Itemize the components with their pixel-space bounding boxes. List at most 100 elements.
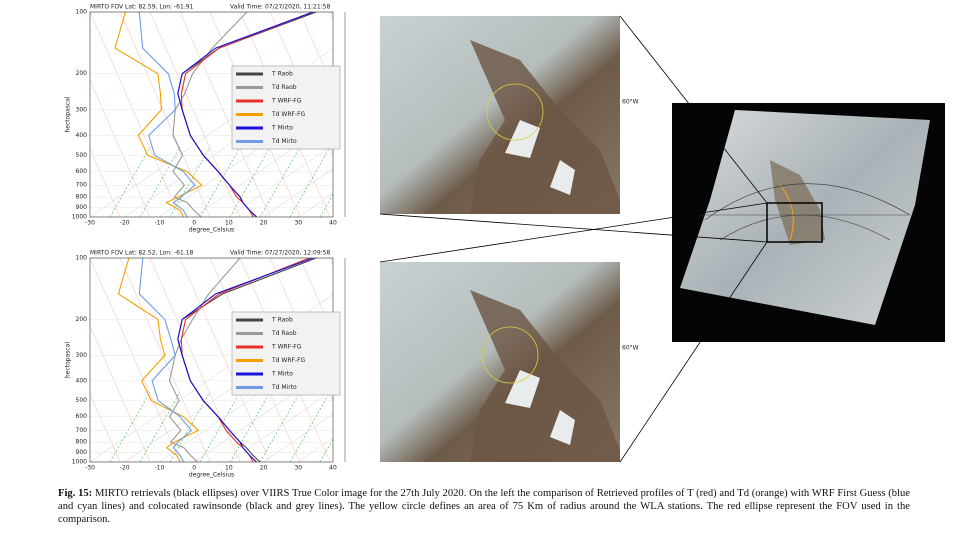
- connector-lines: [379, 15, 768, 463]
- y-tick-label: 100: [76, 255, 88, 262]
- chart-title: MIRTO FOV Lat: 82.52, Lon: -61.18: [90, 250, 194, 257]
- x-tick-label: 20: [260, 220, 268, 227]
- dry-adiabat: [119, 12, 211, 217]
- caption-text: MIRTO retrievals (black ellipses) over V…: [58, 488, 910, 525]
- skewt-plot: -30 -20 -10 0 10 20 30 40 1000 900 800 700 600 500 400…: [0, 250, 346, 479]
- profile-line: [172, 12, 248, 217]
- mixing-ratio: [199, 146, 241, 217]
- y-tick-label: 800: [76, 439, 88, 446]
- dry-adiabat: [299, 12, 333, 88]
- x-axis-label: degree_Celsius: [189, 227, 234, 234]
- y-tick-label: 400: [76, 132, 88, 139]
- profile-line: [177, 12, 314, 217]
- y-tick-label: 400: [76, 377, 88, 384]
- y-axis-label: hectopascal: [65, 96, 72, 132]
- mixing-ratio: [229, 146, 271, 217]
- legend-label: Td Raob: [271, 84, 297, 91]
- profile-line: [117, 258, 200, 462]
- legend-label: T Mirto: [271, 371, 293, 378]
- mixing-ratio: [319, 193, 333, 217]
- dry-adiabat: [90, 258, 181, 462]
- x-tick-label: 10: [225, 220, 233, 227]
- x-tick-label: -20: [120, 465, 130, 472]
- legend-label: T Raob: [271, 71, 293, 78]
- dry-adiabat: [90, 148, 121, 217]
- x-tick-label: 20: [260, 465, 268, 472]
- isotherm: [193, 120, 333, 217]
- legend-label: T Raob: [271, 317, 293, 324]
- dry-adiabat: [299, 258, 333, 334]
- caption-label: Fig. 15:: [58, 488, 93, 499]
- dry-adiabat: [90, 393, 121, 462]
- skewt-plot: -30 -20 -10 0 10 20 30 40 1000 900 800 700 600 500 400…: [0, 4, 346, 234]
- dry-adiabat: [90, 12, 181, 217]
- mixing-ratio: [199, 391, 241, 462]
- legend-label: Td WRF-FG: [271, 357, 306, 364]
- overview-image: [672, 103, 945, 342]
- y-tick-label: 100: [76, 9, 88, 16]
- caption: Fig. 15: MIRTO retrievals (black ellipse…: [58, 487, 910, 526]
- profile-line: [177, 258, 314, 462]
- legend-label: Td WRF-FG: [271, 111, 306, 118]
- y-tick-label: 200: [76, 316, 88, 323]
- x-tick-label: 0: [192, 465, 196, 472]
- dry-adiabat: [0, 12, 30, 217]
- mixing-ratio: [229, 391, 271, 462]
- isotherm: [228, 144, 333, 217]
- dry-adiabat: [90, 325, 151, 462]
- dry-adiabat: [90, 79, 151, 217]
- satellite-image: [380, 262, 620, 462]
- x-tick-label: 30: [294, 220, 302, 227]
- image-label: 60°W: [622, 99, 639, 106]
- mixing-ratio: [139, 146, 181, 217]
- image-label: 60°W: [622, 345, 639, 352]
- y-tick-label: 300: [76, 106, 88, 113]
- y-tick-label: 900: [76, 449, 88, 456]
- x-tick-label: -10: [155, 465, 165, 472]
- x-tick-label: -30: [85, 465, 95, 472]
- y-tick-label: 500: [76, 152, 88, 159]
- isotherm: [193, 365, 333, 462]
- dry-adiabat: [179, 12, 271, 217]
- y-axis-label: hectopascal: [65, 342, 72, 378]
- legend-box: [231, 311, 341, 396]
- figure: 60°W60°W-30 -20 -10 0 10 20 30 4010009008007006…: [0, 4, 945, 479]
- mixing-ratio: [109, 146, 151, 217]
- dry-adiabat: [179, 258, 271, 462]
- mixing-ratio: [289, 391, 331, 462]
- mixing-ratio: [289, 146, 331, 217]
- y-tick-label: 200: [76, 70, 88, 77]
- x-axis-label: degree_Celsius: [189, 472, 234, 479]
- x-tick-label: -30: [85, 220, 95, 227]
- legend-label: T Mirto: [271, 125, 293, 132]
- y-tick-label: 700: [76, 182, 88, 189]
- mixing-ratio: [259, 146, 301, 217]
- x-tick-label: 40: [329, 465, 337, 472]
- profile-line: [138, 258, 193, 462]
- chart-subtitle: Valid Time: 07/27/2020, 11:21:58: [230, 4, 331, 11]
- dry-adiabat: [0, 12, 60, 217]
- y-tick-label: 800: [76, 194, 88, 201]
- legend-box: [231, 65, 341, 150]
- y-tick-label: 600: [76, 168, 88, 175]
- x-tick-label: 30: [294, 465, 302, 472]
- x-tick-label: -10: [155, 220, 165, 227]
- chart-subtitle: Valid Time: 07/27/2020, 12:09:58: [230, 250, 331, 257]
- x-tick-label: 10: [225, 465, 233, 472]
- chart-title: MIRTO FOV Lat: 82.59, Lon: -61.91: [90, 4, 194, 11]
- profile-line: [138, 12, 196, 217]
- x-tick-label: 0: [192, 220, 196, 227]
- mixing-ratio: [139, 391, 181, 462]
- satellite-image: [380, 16, 620, 214]
- dry-adiabat: [149, 12, 241, 217]
- y-tick-label: 900: [76, 204, 88, 211]
- mixing-ratio: [319, 438, 333, 462]
- legend-label: Td Mirto: [271, 138, 297, 145]
- legend-label: T WRF-FG: [271, 344, 302, 351]
- dry-adiabat: [0, 258, 30, 462]
- x-tick-label: 40: [329, 220, 337, 227]
- profile-line: [168, 258, 241, 462]
- isotherm: [263, 168, 333, 217]
- mixing-ratio: [109, 391, 151, 462]
